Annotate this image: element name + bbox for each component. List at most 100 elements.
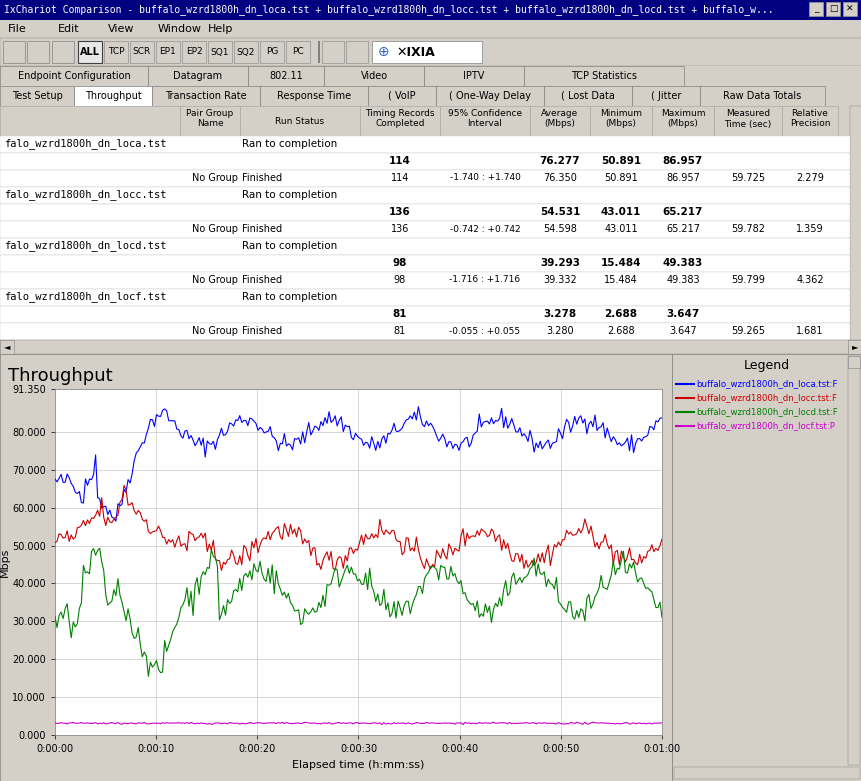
Bar [0, 136, 849, 153]
Bar [847, 340, 861, 354]
Bar [651, 106, 713, 136]
Bar [0, 255, 849, 272]
Text: No Group: No Group [192, 224, 238, 234]
X-axis label: Elapsed time (h:mm:ss): Elapsed time (h:mm:ss) [292, 760, 424, 769]
Bar [781, 106, 837, 136]
Text: 81: 81 [393, 326, 406, 336]
Text: 76.350: 76.350 [542, 173, 576, 183]
Text: 81: 81 [393, 309, 406, 319]
Text: -1.740 : +1.740: -1.740 : +1.740 [449, 173, 520, 183]
Text: Measured: Measured [725, 109, 769, 119]
Text: ( Jitter: ( Jitter [650, 91, 680, 101]
Text: No Group: No Group [192, 275, 238, 285]
Bar [530, 106, 589, 136]
Text: 98: 98 [393, 258, 406, 268]
Y-axis label: Mbps: Mbps [0, 547, 9, 576]
Bar [208, 41, 232, 63]
Bar [180, 106, 239, 136]
Bar [324, 66, 424, 86]
Text: IPTV: IPTV [462, 71, 484, 81]
Text: 39.332: 39.332 [542, 275, 576, 285]
Bar [543, 86, 631, 106]
Text: 50.891: 50.891 [604, 173, 637, 183]
Bar [672, 354, 861, 781]
Text: Ran to completion: Ran to completion [242, 139, 337, 149]
Text: Datagram: Datagram [173, 71, 222, 81]
Bar [713, 106, 781, 136]
Text: 49.383: 49.383 [662, 258, 703, 268]
Text: SQ1: SQ1 [210, 48, 229, 56]
Text: 50.891: 50.891 [600, 156, 641, 166]
Text: 802.11: 802.11 [269, 71, 302, 81]
Text: 39.293: 39.293 [539, 258, 579, 268]
Bar [182, 41, 206, 63]
Text: View: View [108, 24, 134, 34]
Text: 4.362: 4.362 [796, 275, 823, 285]
Bar [0, 187, 849, 204]
Text: Finished: Finished [242, 173, 282, 183]
Bar [239, 106, 360, 136]
Text: ►: ► [851, 343, 858, 351]
Text: Ran to completion: Ran to completion [242, 292, 337, 302]
Text: ◄: ◄ [3, 343, 10, 351]
Text: Window: Window [158, 24, 201, 34]
Text: (Mbps): (Mbps) [605, 119, 635, 129]
Bar [0, 86, 74, 106]
Bar [260, 86, 368, 106]
Bar [104, 41, 127, 63]
Text: 65.217: 65.217 [662, 207, 703, 217]
Bar [27, 41, 49, 63]
Text: 59.725: 59.725 [730, 173, 765, 183]
Bar [360, 106, 439, 136]
Bar [523, 66, 684, 86]
Bar [0, 323, 849, 340]
Text: 136: 136 [388, 207, 411, 217]
Text: 2.688: 2.688 [604, 309, 637, 319]
Bar [148, 66, 248, 86]
Text: Legend: Legend [743, 359, 790, 373]
Bar [0, 354, 672, 781]
Bar [0, 289, 849, 306]
Text: Finished: Finished [242, 275, 282, 285]
Bar [808, 2, 822, 16]
Bar [0, 272, 849, 289]
Text: Finished: Finished [242, 326, 282, 336]
Text: 59.265: 59.265 [730, 326, 764, 336]
Text: Throughput: Throughput [84, 91, 141, 101]
Text: Throughput: Throughput [8, 367, 113, 385]
Text: buffalo_wzrd1800h_dn_locc.tst:F: buffalo_wzrd1800h_dn_locc.tst:F [695, 394, 836, 402]
Text: PG: PG [265, 48, 278, 56]
Text: falo_wzrd1800h_dn_locf.tst: falo_wzrd1800h_dn_locf.tst [4, 291, 166, 302]
Text: 1.681: 1.681 [796, 326, 823, 336]
Text: IxChariot Comparison - buffalo_wzrd1800h_dn_loca.tst + buffalo_wzrd1800h_dn_locc: IxChariot Comparison - buffalo_wzrd1800h… [4, 5, 772, 16]
Text: (Mbps): (Mbps) [544, 119, 575, 129]
Text: 2.688: 2.688 [606, 326, 634, 336]
Text: falo_wzrd1800h_dn_locd.tst: falo_wzrd1800h_dn_locd.tst [4, 241, 166, 251]
Text: 3.278: 3.278 [542, 309, 576, 319]
Text: SCR: SCR [133, 48, 151, 56]
Text: Run Status: Run Status [276, 116, 325, 126]
Text: ⊕: ⊕ [378, 45, 389, 59]
Text: 98: 98 [393, 275, 406, 285]
Text: 3.647: 3.647 [666, 309, 699, 319]
Bar [0, 204, 849, 221]
Text: 54.598: 54.598 [542, 224, 576, 234]
Bar [849, 106, 861, 354]
Bar [424, 66, 523, 86]
Bar [0, 38, 861, 66]
Text: EP2: EP2 [185, 48, 202, 56]
Bar [0, 66, 148, 86]
Text: Edit: Edit [58, 24, 79, 34]
Text: Pair Group: Pair Group [186, 109, 233, 119]
Text: 59.782: 59.782 [730, 224, 764, 234]
Text: ✕IXIA: ✕IXIA [395, 45, 434, 59]
Text: Name: Name [196, 119, 223, 129]
Text: SQ2: SQ2 [237, 48, 255, 56]
Text: ALL: ALL [80, 47, 100, 57]
Text: No Group: No Group [192, 326, 238, 336]
Text: 49.383: 49.383 [666, 275, 699, 285]
Text: Endpoint Configuration: Endpoint Configuration [17, 71, 130, 81]
Bar [0, 20, 861, 38]
Text: buffalo_wzrd1800h_dn_locf.tst:P: buffalo_wzrd1800h_dn_locf.tst:P [695, 422, 834, 430]
Bar [673, 767, 859, 779]
